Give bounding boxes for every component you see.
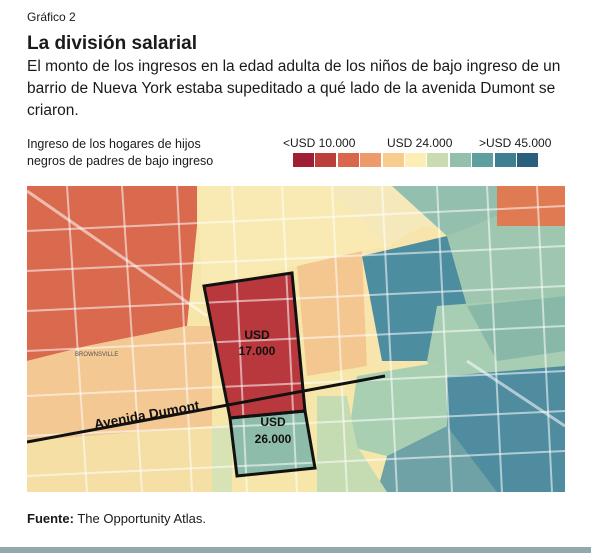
- footer-bar: [0, 547, 591, 553]
- legend-swatch-11: [516, 153, 538, 167]
- map-svg: BROWNSVILLE Avenida Dumont USD 17.000 US…: [27, 186, 565, 492]
- chart-kicker: Gráfico 2: [27, 10, 76, 24]
- neighborhood-label: BROWNSVILLE: [75, 352, 118, 358]
- legend-swatch-7: [427, 153, 449, 167]
- legend-swatch-9: [472, 153, 494, 167]
- legend-swatch-2: [315, 153, 337, 167]
- south-box-value-line1: USD: [260, 415, 286, 429]
- north-box-value-line1: USD: [244, 328, 270, 342]
- legend-swatch-3: [337, 153, 359, 167]
- source-note: Fuente: The Opportunity Atlas.: [27, 511, 206, 526]
- south-box-value-line2: 26.000: [255, 432, 292, 446]
- income-map: BROWNSVILLE Avenida Dumont USD 17.000 US…: [27, 186, 565, 492]
- legend-swatch-4: [360, 153, 382, 167]
- legend-swatch-1: [293, 153, 314, 167]
- legend-label-mid: USD 24.000: [387, 136, 453, 150]
- legend-color-scale: [293, 153, 539, 167]
- source-label: Fuente:: [27, 511, 74, 526]
- legend-label-high: >USD 45.000: [479, 136, 552, 150]
- legend-swatch-5: [382, 153, 404, 167]
- legend-swatch-6: [404, 153, 426, 167]
- legend-title-line2: negros de padres de bajo ingreso: [27, 154, 214, 168]
- south-box-outline: [228, 409, 317, 478]
- chart-title: La división salarial: [27, 33, 198, 54]
- legend-label-low: <USD 10.000: [283, 136, 356, 150]
- map-tracts: [27, 186, 565, 492]
- north-box-value-line2: 17.000: [239, 344, 276, 358]
- avenida-dumont-line: [27, 374, 386, 444]
- legend-scale-labels: <USD 10.000 USD 24.000 >USD 45.000: [283, 136, 551, 152]
- legend-title-line1: Ingreso de los hogares de hijos: [27, 137, 201, 151]
- street-grid: [27, 186, 565, 492]
- chart-subtitle: El monto de los ingresos en la edad adul…: [27, 58, 561, 119]
- source-text: The Opportunity Atlas.: [77, 511, 206, 526]
- legend-swatch-10: [494, 153, 516, 167]
- legend-title: Ingreso de los hogares de hijos negros d…: [27, 136, 213, 170]
- legend-swatch-8: [449, 153, 471, 167]
